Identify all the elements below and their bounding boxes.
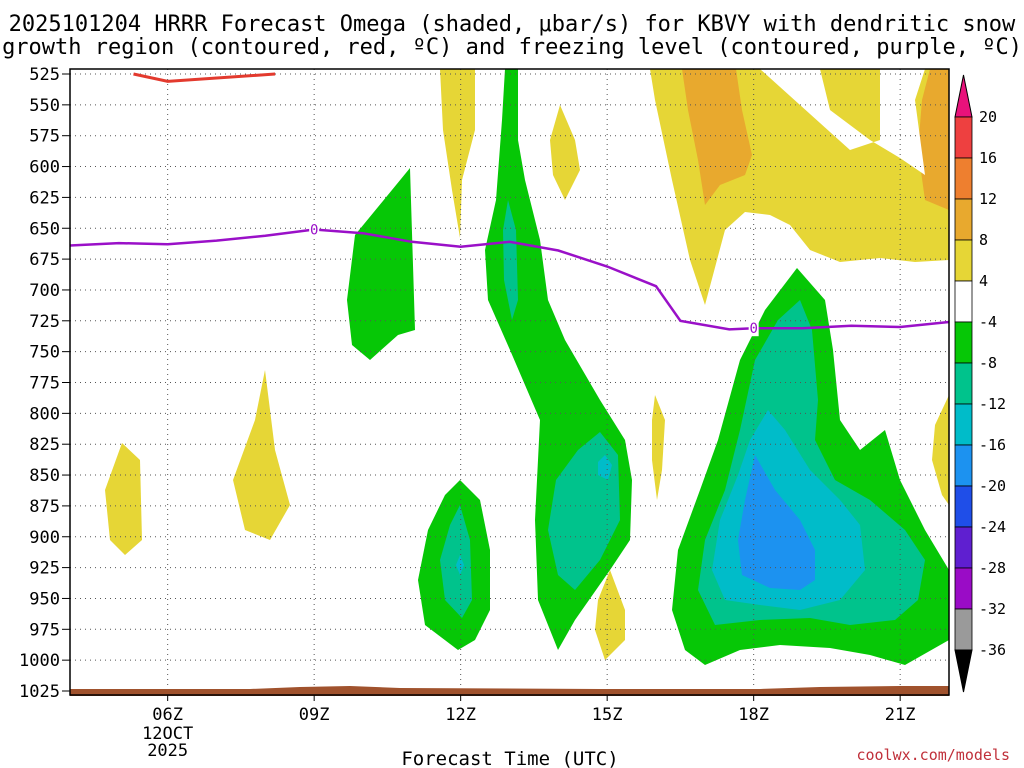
colorbar-swatch <box>954 321 973 364</box>
colorbar-tick-label: -32 <box>979 600 1006 618</box>
colorbar-tick-label: -8 <box>979 354 997 372</box>
omega-negative-core <box>503 200 518 320</box>
omega-positive-core <box>918 69 949 210</box>
x-tick-label: 12Z <box>445 705 476 725</box>
colorbar-swatch <box>954 198 973 241</box>
y-tick-label: 575 <box>29 127 60 147</box>
colorbar-swatch <box>954 567 973 610</box>
x-tick-label: 18Z <box>738 705 769 725</box>
colorbar-swatch <box>954 116 973 159</box>
y-tick-label: 975 <box>29 620 60 640</box>
colorbar-tick-label: -20 <box>979 477 1006 495</box>
colorbar-tick-label: -4 <box>979 313 997 331</box>
freezing-level-contour <box>70 228 949 331</box>
x-tick-date-label: 12OCT <box>142 724 193 744</box>
colorbar-swatch <box>954 444 973 487</box>
colorbar-swatch <box>954 608 973 651</box>
omega-negative-region <box>347 168 415 360</box>
omega-negative-core <box>440 505 472 618</box>
y-axis-ticks: 525 550 575 600 625 650 675 700 725 750 775 800 825 8… <box>19 65 70 702</box>
omega-positive-white-gap <box>760 69 925 175</box>
colorbar: 20 16 12 8 4 -4 -8 -12 -16 -20 -24 -28 -32 -36 <box>954 74 1006 693</box>
y-tick-label: 1000 <box>19 651 60 671</box>
y-tick-label: 950 <box>29 589 60 609</box>
omega-positive-patch <box>105 443 142 555</box>
omega-positive-patch <box>932 395 949 505</box>
colorbar-tick-label: -28 <box>979 559 1006 577</box>
y-tick-label: 875 <box>29 497 60 517</box>
freezing-label-bg <box>748 319 759 337</box>
x-tick-date-label: 2025 <box>147 741 188 761</box>
omega-shading <box>105 69 949 665</box>
x-tick-label: 06Z <box>152 705 183 725</box>
colorbar-top-arrow <box>954 74 973 118</box>
dendritic-growth-contour <box>133 72 276 83</box>
freezing-level-labels: 00 <box>309 220 759 337</box>
omega-positive-core <box>682 69 752 205</box>
colorbar-swatch <box>954 485 973 528</box>
colorbar-swatch <box>954 362 973 405</box>
y-tick-label: 850 <box>29 466 60 486</box>
y-tick-label: 925 <box>29 559 60 579</box>
colorbar-swatch <box>954 239 973 282</box>
omega-positive-patch <box>652 395 665 500</box>
colorbar-tick-label: 4 <box>979 272 988 290</box>
y-tick-label: 725 <box>29 312 60 332</box>
colorbar-tick-label: 16 <box>979 149 997 167</box>
y-tick-label: 700 <box>29 281 60 301</box>
x-tick-label: 15Z <box>592 705 623 725</box>
colorbar-tick-label: -24 <box>979 518 1006 536</box>
colorbar-tick-label: 12 <box>979 190 997 208</box>
colorbar-tick-label: -36 <box>979 641 1006 659</box>
colorbar-swatch <box>954 526 973 569</box>
omega-negative-core <box>598 455 612 480</box>
colorbar-tick-label: 20 <box>979 108 997 126</box>
colorbar-swatch <box>954 280 973 323</box>
omega-positive-patch <box>440 69 475 238</box>
freezing-label-bg <box>309 220 320 238</box>
y-tick-label: 800 <box>29 404 60 424</box>
colorbar-swatch <box>954 157 973 200</box>
credit-link[interactable]: coolwx.com/models <box>856 746 1010 764</box>
omega-positive-patch <box>550 105 580 200</box>
y-tick-label: 675 <box>29 250 60 270</box>
colorbar-tick-label: -12 <box>979 395 1006 413</box>
freezing-level-label: 0 <box>749 321 757 337</box>
y-tick-label: 525 <box>29 65 60 85</box>
y-tick-label: 900 <box>29 528 60 548</box>
colorbar-swatch <box>954 403 973 446</box>
y-tick-label: 825 <box>29 435 60 455</box>
omega-negative-core <box>456 555 464 575</box>
x-tick-label: 21Z <box>885 705 916 725</box>
x-tick-label: 09Z <box>299 705 330 725</box>
colorbar-tick-label: -16 <box>979 436 1006 454</box>
colorbar-tick-label: 8 <box>979 231 988 249</box>
y-tick-label: 1025 <box>19 682 60 702</box>
y-tick-label: 625 <box>29 188 60 208</box>
y-tick-label: 650 <box>29 219 60 239</box>
omega-positive-patch <box>233 370 290 540</box>
omega-positive-patch <box>595 570 625 660</box>
y-tick-label: 750 <box>29 343 60 363</box>
freezing-level-label: 0 <box>310 222 318 238</box>
ground-terrain <box>70 686 949 696</box>
colorbar-bottom-arrow <box>954 649 973 693</box>
y-tick-label: 550 <box>29 96 60 116</box>
omega-negative-core <box>738 455 815 590</box>
y-tick-label: 775 <box>29 374 60 394</box>
x-axis-label: Forecast Time (UTC) <box>401 748 618 768</box>
y-tick-label: 600 <box>29 158 60 178</box>
chart-title-line-2: growth region (contoured, red, ºC) and f… <box>2 35 1022 60</box>
chart-title-line-1: 2025101204 HRRR Forecast Omega (shaded, … <box>9 12 1016 37</box>
